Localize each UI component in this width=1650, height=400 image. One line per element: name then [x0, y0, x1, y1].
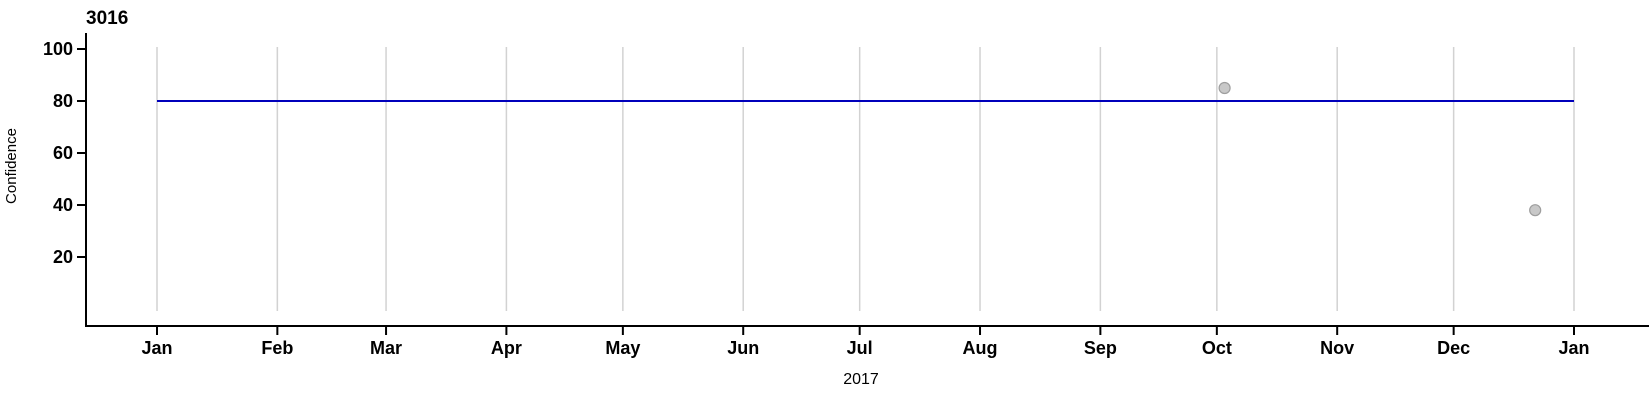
axes: 20 40 60 80 100 Jan Feb Mar Apr May Jun Jul Aug Sep Oc…: [43, 33, 1649, 358]
gridlines: [156, 47, 1575, 311]
y-tick-label: 40: [53, 195, 73, 215]
x-axis-label: 2017: [843, 371, 879, 388]
x-tick-label: Jan: [141, 338, 172, 358]
x-tick-label: Feb: [261, 338, 293, 358]
y-tick-label: 60: [53, 143, 73, 163]
x-tick-label: Jul: [847, 338, 873, 358]
x-tick-label: Jun: [727, 338, 759, 358]
x-tick-label: Apr: [491, 338, 522, 358]
y-axis-label: Confidence: [3, 128, 20, 204]
x-tick-label: May: [605, 338, 640, 358]
data-points: [1218, 81, 1542, 217]
x-tick-label: Sep: [1084, 338, 1117, 358]
y-tick-label: 100: [43, 39, 73, 59]
y-tick-label: 80: [53, 91, 73, 111]
x-tick-label: Aug: [963, 338, 998, 358]
y-tick-label: 20: [53, 247, 73, 267]
x-tick-label: Oct: [1202, 338, 1232, 358]
data-point: [1218, 81, 1231, 95]
chart-title: 3016: [86, 8, 128, 29]
data-point: [1529, 204, 1542, 217]
x-tick-label: Mar: [370, 338, 402, 358]
x-tick-label: Jan: [1558, 338, 1589, 358]
x-tick-label: Nov: [1320, 338, 1354, 358]
x-tick-label: Dec: [1437, 338, 1470, 358]
